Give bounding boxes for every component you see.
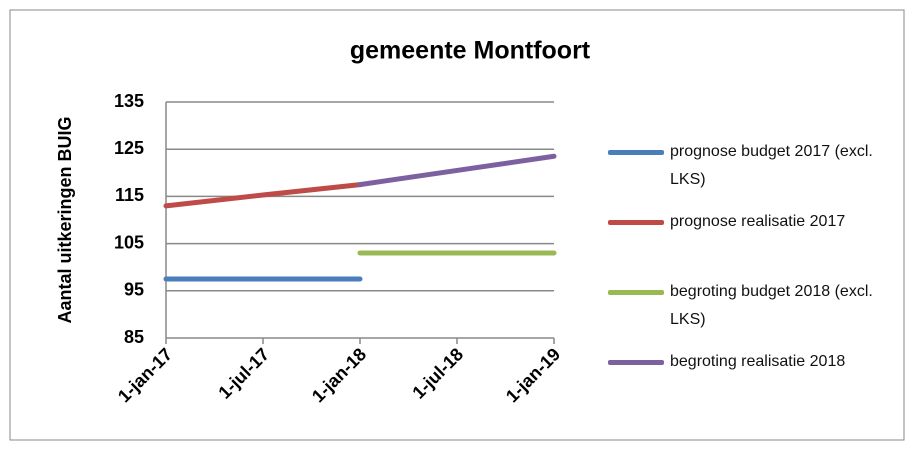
legend: prognose budget 2017 (excl. LKS) prognose… xyxy=(608,140,898,420)
series-line xyxy=(357,153,557,188)
legend-swatch xyxy=(608,220,664,225)
legend-label: prognose realisatie 2017 xyxy=(670,213,846,230)
legend-swatch xyxy=(608,360,664,365)
y-tick-label: 115 xyxy=(115,185,144,205)
legend-swatch xyxy=(608,290,664,295)
legend-entry: prognose realisatie 2017 xyxy=(608,210,898,280)
legend-entry: prognose budget 2017 (excl. LKS) xyxy=(608,140,898,210)
legend-label: begroting realisatie 2018 xyxy=(670,353,846,370)
y-axis-label: Aantal uitkeringen BUIG xyxy=(55,116,75,323)
series-line xyxy=(163,182,363,209)
y-tick-label: 135 xyxy=(114,91,144,111)
legend-swatch xyxy=(608,150,664,155)
y-tick-label: 125 xyxy=(114,138,144,158)
y-tick-label: 85 xyxy=(124,327,144,347)
y-tick-label: 95 xyxy=(124,280,144,300)
legend-label: prognose budget 2017 (excl. LKS) xyxy=(670,143,873,188)
chart-border xyxy=(9,9,905,441)
legend-entry: begroting realisatie 2018 xyxy=(608,350,898,420)
legend-entry: begroting budget 2018 (excl. LKS) xyxy=(608,280,898,350)
chart-title: gemeente Montfoort xyxy=(350,37,591,65)
y-tick-label: 105 xyxy=(114,232,144,252)
legend-label: begroting budget 2018 (excl. LKS) xyxy=(670,283,873,328)
